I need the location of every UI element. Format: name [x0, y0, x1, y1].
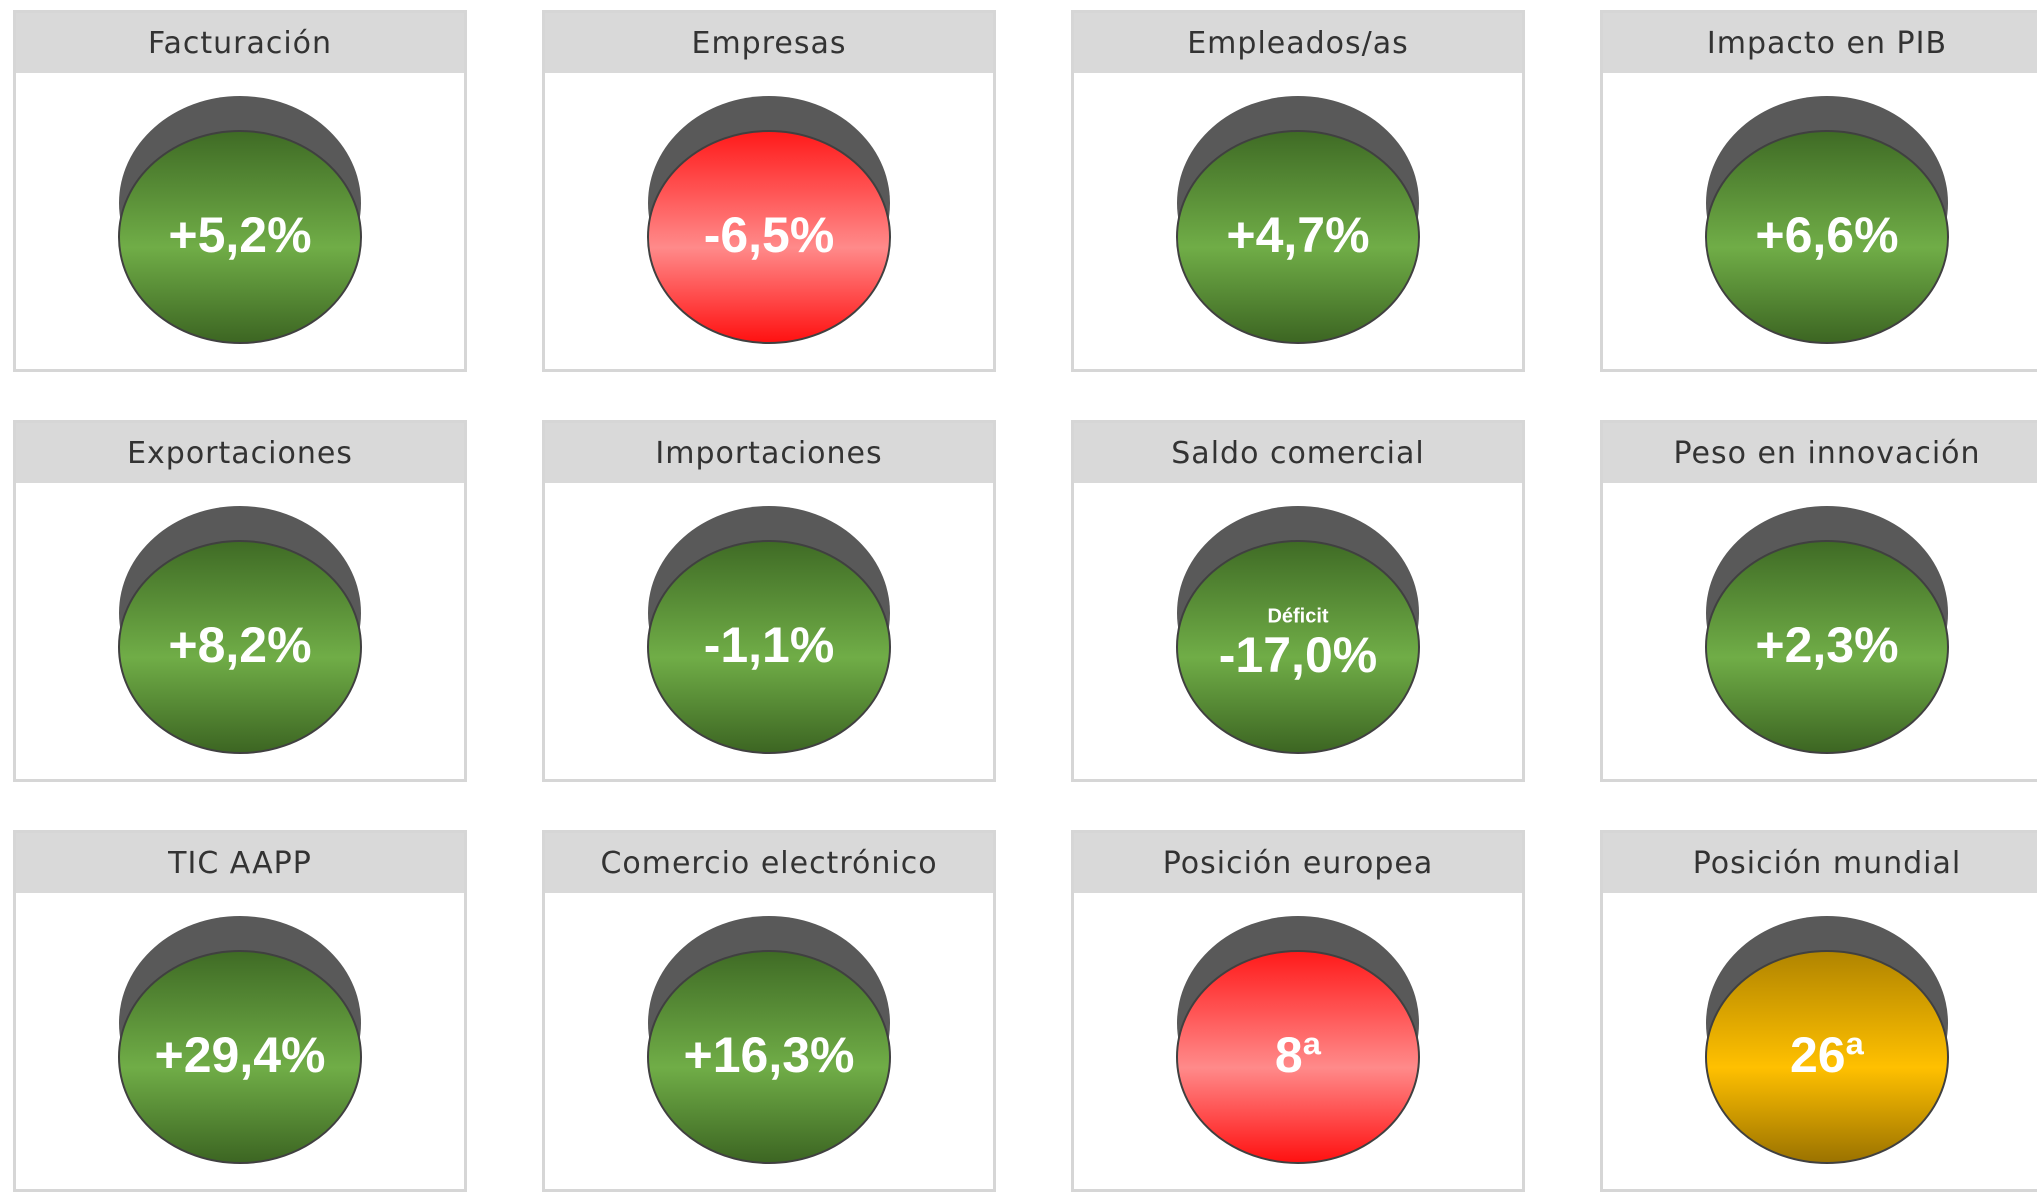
- indicator-card: Peso en innovación +2,3%: [1600, 420, 2037, 782]
- card-title: Posición europea: [1074, 833, 1522, 893]
- value: +8,2%: [168, 617, 311, 673]
- card-title: Empresas: [545, 13, 993, 73]
- light: [118, 540, 362, 754]
- indicator-light: +8,2%: [118, 506, 362, 754]
- light: [1705, 130, 1949, 344]
- value: +2,3%: [1755, 617, 1898, 673]
- indicator-light: +16,3%: [647, 916, 891, 1164]
- indicator-light: +4,7%: [1176, 96, 1420, 344]
- indicator-card: Importaciones -1,1%: [542, 420, 996, 782]
- light: [1705, 540, 1949, 754]
- indicator-card: Empleados/as +4,7%: [1071, 10, 1525, 372]
- indicator-light: +29,4%: [118, 916, 362, 1164]
- card-title: Facturación: [16, 13, 464, 73]
- indicator-light: +5,2%: [118, 96, 362, 344]
- card-title: Comercio electrónico: [545, 833, 993, 893]
- light: [1705, 950, 1949, 1164]
- light: [118, 950, 362, 1164]
- card-title: Peso en innovación: [1603, 423, 2037, 483]
- light: [647, 540, 891, 754]
- light: [1176, 950, 1420, 1164]
- value: +29,4%: [155, 1027, 326, 1083]
- light: [1176, 130, 1420, 344]
- value: +4,7%: [1226, 207, 1369, 263]
- indicator-card: Empresas -6,5%: [542, 10, 996, 372]
- indicator-light: 26ª: [1705, 916, 1949, 1164]
- indicator-light: Déficit-17,0%: [1176, 506, 1420, 754]
- indicator-card: TIC AAPP +29,4%: [13, 830, 467, 1192]
- indicator-light: +2,3%: [1705, 506, 1949, 754]
- indicator-card: Exportaciones +8,2%: [13, 420, 467, 782]
- card-title: TIC AAPP: [16, 833, 464, 893]
- value: +5,2%: [168, 207, 311, 263]
- indicator-light: +6,6%: [1705, 96, 1949, 344]
- card-title: Impacto en PIB: [1603, 13, 2037, 73]
- indicator-light: -6,5%: [647, 96, 891, 344]
- value: +16,3%: [684, 1027, 855, 1083]
- card-title: Importaciones: [545, 423, 993, 483]
- light: [647, 950, 891, 1164]
- value: 8ª: [1275, 1027, 1322, 1083]
- card-title: Saldo comercial: [1074, 423, 1522, 483]
- indicator-card: Facturación +5,2%: [13, 10, 467, 372]
- light: [647, 130, 891, 344]
- card-title: Exportaciones: [16, 423, 464, 483]
- indicator-card: Impacto en PIB +6,6%: [1600, 10, 2037, 372]
- light: [118, 130, 362, 344]
- indicator-light: 8ª: [1176, 916, 1420, 1164]
- indicator-card: Posición europea 8ª: [1071, 830, 1525, 1192]
- indicator-light: -1,1%: [647, 506, 891, 754]
- card-title: Posición mundial: [1603, 833, 2037, 893]
- indicator-card: Comercio electrónico +16,3%: [542, 830, 996, 1192]
- card-title: Empleados/as: [1074, 13, 1522, 73]
- value: 26ª: [1790, 1027, 1865, 1083]
- indicator-card: Posición mundial 26ª: [1600, 830, 2037, 1192]
- value: +6,6%: [1755, 207, 1898, 263]
- value: -17,0%: [1219, 627, 1377, 683]
- light: [1176, 540, 1420, 754]
- indicator-card: Saldo comercial Déficit -17,0%: [1071, 420, 1525, 782]
- note: Déficit: [1267, 605, 1328, 627]
- value: -6,5%: [704, 207, 835, 263]
- value: -1,1%: [704, 617, 835, 673]
